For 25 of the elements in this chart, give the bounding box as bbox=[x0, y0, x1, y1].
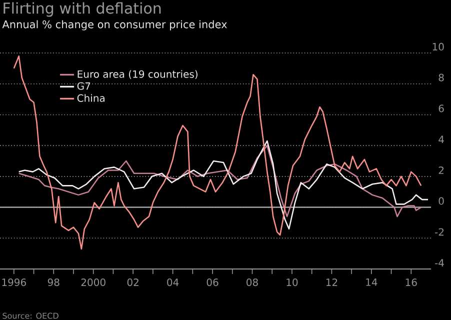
y-tick-label: 0 bbox=[438, 197, 444, 205]
x-tick-label: 14 bbox=[366, 278, 378, 286]
chart-title: Flirting with deflation bbox=[4, 2, 161, 17]
x-tick-label: 06 bbox=[206, 278, 218, 286]
chart-subtitle: Annual % change on consumer price index bbox=[2, 20, 227, 30]
x-tick-label: 02 bbox=[127, 278, 138, 286]
x-tick-label: 08 bbox=[246, 278, 258, 286]
legend-label: China bbox=[77, 94, 104, 102]
y-tick-label: 10 bbox=[432, 42, 444, 50]
legend-label: G7 bbox=[77, 82, 90, 90]
x-tick-label: 98 bbox=[48, 278, 60, 286]
y-tick-label: -4 bbox=[435, 259, 444, 266]
y-tick-label: 6 bbox=[438, 104, 444, 112]
x-tick-label: 12 bbox=[326, 278, 338, 286]
legend-label: Euro area (19 countries) bbox=[78, 70, 198, 80]
x-tick-label: 16 bbox=[406, 278, 417, 286]
y-tick-label: 2 bbox=[438, 166, 444, 174]
y-tick-label: 8 bbox=[438, 74, 444, 82]
x-tick-label: 10 bbox=[286, 278, 298, 286]
x-tick-label: 2000 bbox=[81, 278, 106, 286]
x-tick-label: 1996 bbox=[2, 278, 26, 286]
y-tick-label: -2 bbox=[435, 228, 444, 236]
x-tick-label: 04 bbox=[167, 278, 179, 286]
y-tick-label: 4 bbox=[438, 136, 444, 144]
source-note: Source: OECD bbox=[2, 312, 58, 319]
